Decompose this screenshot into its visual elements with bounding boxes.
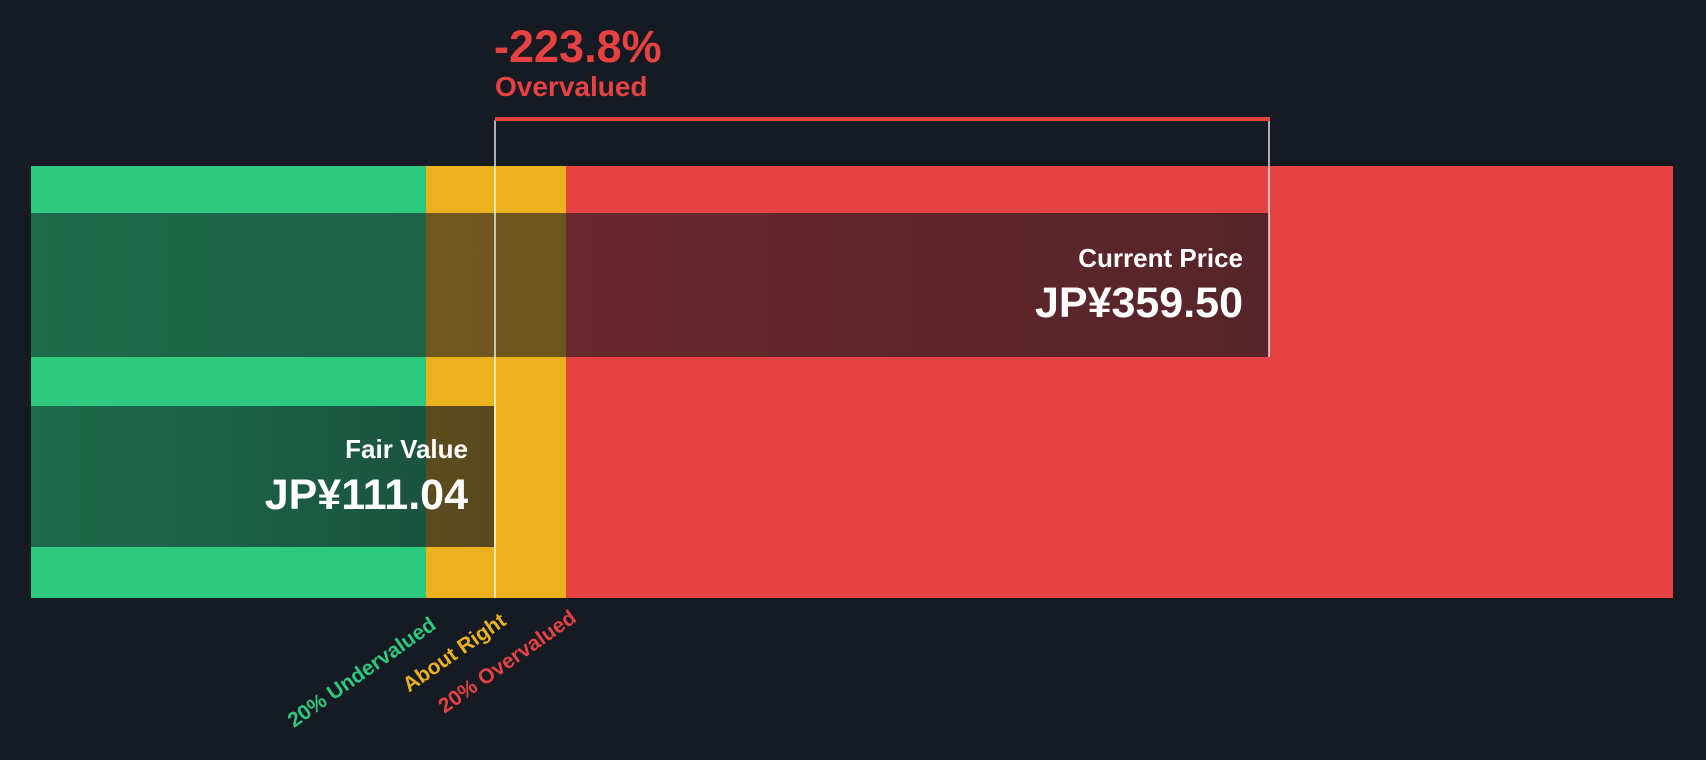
fair-value-value: JP¥111.04	[264, 470, 468, 519]
current-price-marker-line	[1268, 120, 1270, 357]
discount-label: Overvalued	[495, 71, 648, 102]
current-price-bar: Current Price JP¥359.50	[31, 213, 1269, 357]
discount-percentage: -223.8%	[494, 21, 662, 72]
fair-value-label: Fair Value	[345, 434, 468, 465]
current-price-label: Current Price	[1078, 242, 1243, 273]
current-price-value: JP¥359.50	[1034, 279, 1243, 328]
fair-value-bar: Fair Value JP¥111.04	[31, 406, 494, 547]
annotation-connector-line	[495, 117, 1270, 121]
valuation-band: Current Price JP¥359.50 Fair Value JP¥11…	[31, 166, 1673, 598]
fair-value-marker-line	[494, 120, 496, 598]
